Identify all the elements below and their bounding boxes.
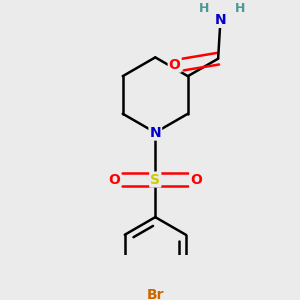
Text: O: O bbox=[108, 172, 120, 187]
Text: H: H bbox=[235, 2, 246, 15]
Text: H: H bbox=[199, 2, 209, 15]
Text: N: N bbox=[215, 13, 226, 27]
Text: N: N bbox=[149, 126, 161, 140]
Text: O: O bbox=[190, 172, 202, 187]
Text: O: O bbox=[169, 58, 181, 72]
Text: Br: Br bbox=[146, 288, 164, 300]
Text: S: S bbox=[150, 172, 160, 187]
